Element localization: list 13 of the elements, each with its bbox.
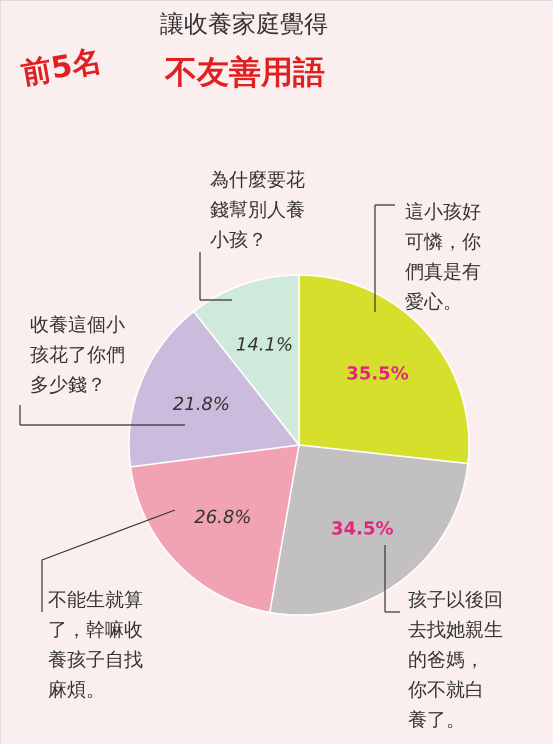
slice-label: 收養這個小孩花了你們多少錢？ — [30, 314, 125, 396]
data-label: 35.5% — [346, 364, 409, 385]
data-label: 34.5% — [331, 518, 394, 540]
chart-title: 讓收養家庭覺得 — [160, 10, 328, 38]
slice-label: 為什麼要花錢幫別人養小孩？ — [210, 169, 305, 251]
text: 前5名 — [18, 43, 105, 92]
slice-label: 這小孩好可憐，你們真是有愛心。 — [405, 201, 481, 313]
slice-label: 不能生就算了，幹嘛收養孩子自找麻煩。 — [48, 589, 143, 701]
slice-label: 孩子以後回去找她親生的爸媽，你不就白養了。 — [407, 589, 503, 731]
data-label: 21.8% — [172, 394, 230, 416]
data-label: 26.8% — [194, 506, 252, 528]
chart-subtitle: 不友善用語 — [164, 53, 325, 91]
data-label: 14.1% — [236, 334, 294, 356]
